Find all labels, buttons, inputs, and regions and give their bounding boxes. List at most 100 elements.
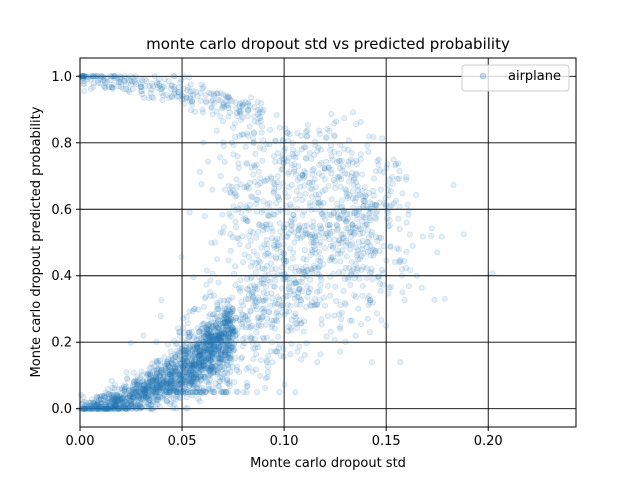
scatter-point — [220, 224, 227, 231]
scatter-point — [245, 185, 252, 192]
scatter-point — [199, 367, 206, 374]
scatter-point — [138, 83, 145, 90]
scatter-point — [305, 289, 312, 296]
scatter-point — [246, 123, 253, 130]
scatter-point — [399, 190, 406, 197]
scatter-point — [208, 330, 215, 337]
scatter-point — [145, 370, 152, 377]
scatter-point — [351, 209, 358, 216]
scatter-point — [327, 242, 334, 249]
scatter-point — [254, 252, 261, 259]
scatter-point — [343, 253, 350, 260]
legend-label-airplane: airplane — [508, 69, 561, 84]
scatter-point — [292, 314, 299, 321]
scatter-point — [308, 155, 315, 162]
scatter-point — [148, 401, 155, 408]
scatter-point — [240, 131, 247, 138]
scatter-point — [229, 139, 236, 146]
scatter-point — [130, 389, 137, 396]
scatter-point — [277, 352, 284, 359]
scatter-point — [234, 326, 241, 333]
scatter-point — [254, 389, 261, 396]
scatter-point — [275, 242, 282, 249]
scatter-point — [154, 396, 161, 403]
scatter-point — [385, 192, 392, 199]
scatter-point — [278, 166, 285, 173]
scatter-point — [129, 384, 136, 391]
scatter-point — [224, 297, 231, 304]
scatter-point — [267, 126, 274, 133]
scatter-point — [83, 399, 90, 406]
scatter-point — [171, 400, 178, 407]
scatter-point — [350, 204, 357, 211]
scatter-point — [293, 301, 300, 308]
scatter-point — [270, 179, 277, 186]
scatter-point — [184, 377, 191, 384]
scatter-point — [405, 207, 412, 214]
scatter-point — [403, 248, 410, 255]
scatter-point — [364, 143, 371, 150]
scatter-point — [171, 90, 178, 97]
scatter-point — [213, 332, 220, 339]
scatter-point — [259, 123, 266, 130]
scatter-point — [140, 332, 147, 339]
scatter-point — [139, 378, 146, 385]
scatter-point — [428, 225, 435, 232]
scatter-point — [232, 263, 239, 270]
scatter-point — [245, 132, 252, 139]
scatter-point — [380, 243, 387, 250]
scatter-point — [328, 170, 335, 177]
scatter-point — [226, 378, 233, 385]
scatter-point — [290, 249, 297, 256]
scatter-point — [253, 201, 260, 208]
scatter-point — [201, 362, 208, 369]
scatter-point — [178, 344, 185, 351]
scatter-point — [257, 144, 264, 151]
scatter-point — [279, 136, 286, 143]
scatter-point — [279, 285, 286, 292]
scatter-point — [227, 329, 234, 336]
scatter-point — [364, 315, 371, 322]
scatter-point — [149, 405, 156, 412]
scatter-point — [274, 294, 281, 301]
scatter-point — [242, 143, 249, 150]
scatter-point — [207, 349, 214, 356]
scatter-point — [117, 400, 124, 407]
scatter-point — [222, 348, 229, 355]
scatter-point — [81, 88, 88, 95]
scatter-point — [264, 315, 271, 322]
scatter-point — [181, 73, 188, 80]
scatter-point — [227, 368, 234, 375]
x-tick-label: 0.10 — [270, 434, 299, 449]
scatter-point — [158, 89, 165, 96]
chart-title: monte carlo dropout std vs predicted pro… — [146, 35, 510, 53]
scatter-point — [237, 288, 244, 295]
scatter-point — [401, 297, 408, 304]
scatter-point — [263, 141, 270, 148]
scatter-point — [231, 270, 238, 277]
scatter-point — [149, 83, 156, 90]
scatter-point — [155, 396, 162, 403]
scatter-point — [322, 216, 329, 223]
scatter-point — [308, 193, 315, 200]
scatter-point — [328, 212, 335, 219]
scatter-point — [327, 292, 334, 299]
scatter-point — [142, 390, 149, 397]
scatter-point — [222, 186, 229, 193]
scatter-point — [201, 375, 208, 382]
legend: airplane — [461, 64, 570, 92]
scatter-point — [227, 231, 234, 238]
scatter-point — [290, 211, 297, 218]
scatter-point — [310, 223, 317, 230]
scatter-point — [172, 358, 179, 365]
scatter-point — [203, 98, 210, 105]
scatter-point — [278, 264, 285, 271]
scatter-point — [136, 379, 143, 386]
scatter-point — [188, 372, 195, 379]
scatter-point — [82, 405, 89, 412]
scatter-point — [245, 324, 252, 331]
scatter-point — [342, 186, 349, 193]
scatter-point — [362, 214, 369, 221]
scatter-point — [230, 346, 237, 353]
